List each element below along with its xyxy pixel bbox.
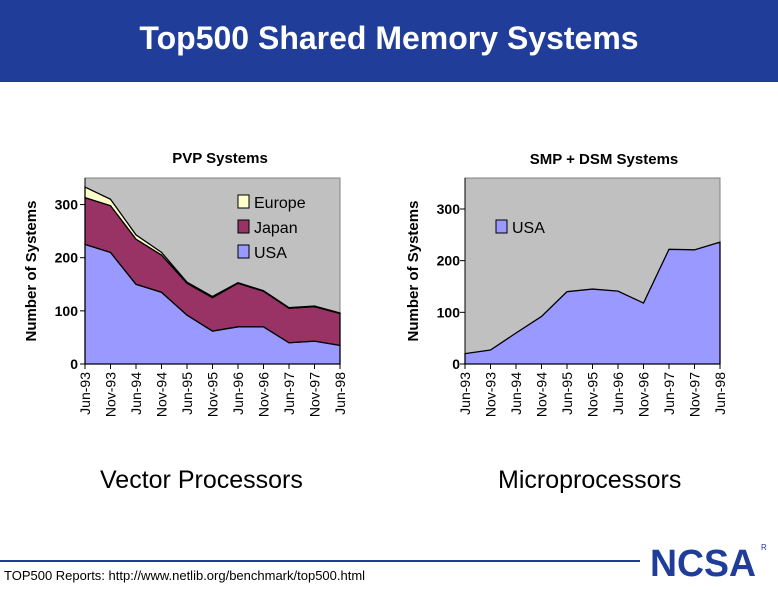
pvp-caption: Vector Processors [100, 466, 303, 494]
footer-divider [0, 560, 640, 562]
x-tick-label: Nov-97 [307, 372, 323, 417]
x-tick-label: Nov-95 [585, 372, 601, 417]
legend-label-usa: USA [254, 245, 287, 262]
legend-swatch-usa [237, 244, 250, 259]
y-tick-label: 300 [437, 201, 461, 217]
logo-text: NCSA [650, 543, 756, 584]
x-tick-label: Jun-98 [332, 372, 348, 415]
x-tick-label: Jun-98 [712, 372, 728, 415]
y-tick-label: 100 [437, 304, 461, 320]
x-tick-label: Jun-94 [508, 372, 524, 415]
x-tick-label: Nov-94 [534, 372, 550, 417]
x-tick-label: Jun-93 [457, 372, 473, 415]
x-tick-label: Jun-95 [179, 372, 195, 415]
x-tick-label: Nov-95 [205, 372, 221, 417]
x-tick-label: Jun-97 [281, 372, 297, 415]
logo-registered-mark: R [761, 543, 767, 552]
x-tick-label: Jun-95 [559, 372, 575, 415]
y-tick-label: 0 [452, 356, 460, 372]
x-tick-label: Jun-97 [661, 372, 677, 415]
x-tick-label: Jun-96 [230, 372, 246, 415]
smp-chart-title: SMP + DSM Systems [530, 151, 679, 168]
page-title: Top500 Shared Memory Systems [139, 20, 639, 56]
legend-label-europe: Europe [254, 195, 306, 212]
legend-label-japan: Japan [254, 220, 298, 237]
y-tick-label: 300 [55, 197, 79, 213]
y-tick-label: 100 [55, 303, 79, 319]
y-tick-label: 200 [55, 250, 79, 266]
footer-reference: TOP500 Reports: http://www.netlib.org/be… [4, 568, 366, 583]
x-tick-label: Nov-93 [103, 372, 119, 417]
y-tick-label: 0 [70, 356, 78, 372]
x-tick-label: Nov-96 [256, 372, 272, 417]
area-series-europe [84, 186, 341, 315]
x-tick-label: Nov-94 [154, 372, 170, 417]
legend-label-usa: USA [512, 220, 545, 237]
legend-swatch-japan [237, 219, 250, 234]
y-tick-label: 200 [437, 253, 461, 269]
smp-caption: Microprocessors [498, 466, 682, 494]
pvp-chart-title: PVP Systems [172, 150, 268, 167]
legend-swatch-europe [237, 194, 250, 209]
x-tick-label: Nov-96 [636, 372, 652, 417]
y-axis-label: Number of Systems [405, 201, 422, 342]
title-bar [0, 0, 778, 82]
x-tick-label: Jun-93 [77, 372, 93, 415]
smp-chart: 0 100 200 300 Jun-93 Nov-93 Jun-94 Nov-94 Jun-95… [405, 151, 728, 417]
x-tick-label: Jun-94 [128, 372, 144, 415]
y-axis-label: Number of Systems [23, 201, 40, 342]
pvp-chart: 0 100 200 300 Jun-93 Nov-93 Jun-94 Nov-94 Jun-95… [23, 150, 348, 417]
x-tick-label: Nov-93 [483, 372, 499, 417]
x-tick-label: Jun-96 [610, 372, 626, 415]
legend-swatch-usa [495, 219, 508, 234]
ncsa-logo: NCSA R [650, 543, 767, 584]
x-tick-label: Nov-97 [687, 372, 703, 417]
